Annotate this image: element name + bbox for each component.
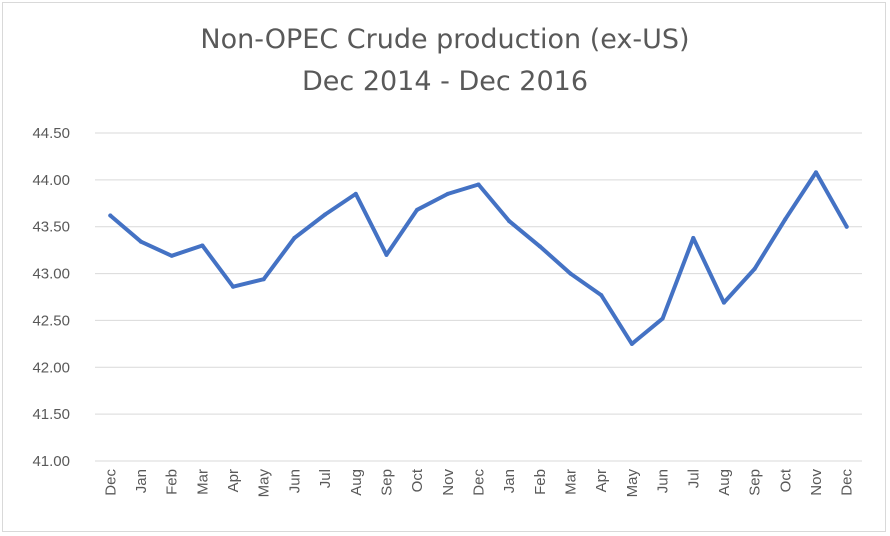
x-tick-label: Feb <box>164 469 181 495</box>
x-tick-label: Oct <box>777 468 794 492</box>
data-point <box>384 252 389 257</box>
data-point <box>721 300 726 305</box>
x-tick-label: Mar <box>563 469 580 495</box>
x-tick-label: Jul <box>685 469 702 488</box>
y-tick-label: 43.00 <box>32 266 70 283</box>
x-tick-label: Sep <box>747 469 764 496</box>
x-tick-label: Dec <box>102 469 119 496</box>
x-tick-label: Oct <box>409 468 426 492</box>
y-tick-label: 42.50 <box>32 312 70 329</box>
data-point <box>783 217 788 222</box>
data-point <box>660 316 665 321</box>
data-point <box>292 235 297 240</box>
gridlines <box>95 132 862 462</box>
x-tick-label: Jun <box>286 469 303 493</box>
y-tick-label: 43.50 <box>32 219 70 236</box>
x-tick-label: Jan <box>133 469 150 493</box>
x-tick-label: Nov <box>808 469 825 496</box>
data-point <box>415 207 420 212</box>
data-point <box>691 235 696 240</box>
data-point <box>568 271 573 276</box>
data-point <box>599 293 604 298</box>
data-point <box>139 239 144 244</box>
data-point <box>844 224 849 229</box>
data-point <box>261 277 266 282</box>
x-tick-label: Mar <box>194 469 211 495</box>
y-axis-ticks: 41.00 41.50 42.00 42.50 43.00 43.50 44.00 44.50 <box>32 125 70 470</box>
data-point <box>323 212 328 217</box>
chart-subtitle: Dec 2014 - Dec 2016 <box>302 66 588 97</box>
x-tick-label: Aug <box>716 469 733 496</box>
x-tick-label: Jan <box>501 469 518 493</box>
x-tick-label: Nov <box>440 469 457 496</box>
x-tick-label: May <box>624 469 641 498</box>
y-tick-label: 44.50 <box>32 125 70 142</box>
x-tick-label: Jun <box>655 469 672 493</box>
data-point <box>445 191 450 196</box>
x-axis-ticks: Dec Jan Feb Mar Apr May Jun Jul Aug Sep Oct Nov Dec J… <box>102 468 855 497</box>
x-tick-label: Sep <box>378 469 395 496</box>
data-point <box>169 253 174 258</box>
data-point <box>629 341 634 346</box>
y-tick-label: 41.50 <box>32 406 70 423</box>
chart-title: Non-OPEC Crude production (ex-US) <box>200 24 690 55</box>
data-point <box>108 213 113 218</box>
x-tick-label: Feb <box>532 469 549 495</box>
x-tick-label: Jul <box>317 469 334 488</box>
x-tick-label: Aug <box>348 469 365 496</box>
data-point <box>353 191 358 196</box>
data-point <box>231 284 236 289</box>
data-point <box>200 243 205 248</box>
data-point <box>476 182 481 187</box>
x-tick-label: May <box>256 469 273 498</box>
series-layer <box>108 170 849 346</box>
x-tick-label: Dec <box>839 469 856 496</box>
data-point <box>752 266 757 271</box>
y-tick-label: 41.00 <box>32 453 70 470</box>
series-line <box>108 170 849 346</box>
x-tick-label: Dec <box>471 469 488 496</box>
y-tick-label: 44.00 <box>32 172 70 189</box>
y-tick-label: 42.00 <box>32 359 70 376</box>
data-point <box>507 219 512 224</box>
data-point <box>537 244 542 249</box>
x-tick-label: Apr <box>225 469 242 492</box>
data-point <box>813 170 818 175</box>
x-tick-label: Apr <box>593 469 610 492</box>
